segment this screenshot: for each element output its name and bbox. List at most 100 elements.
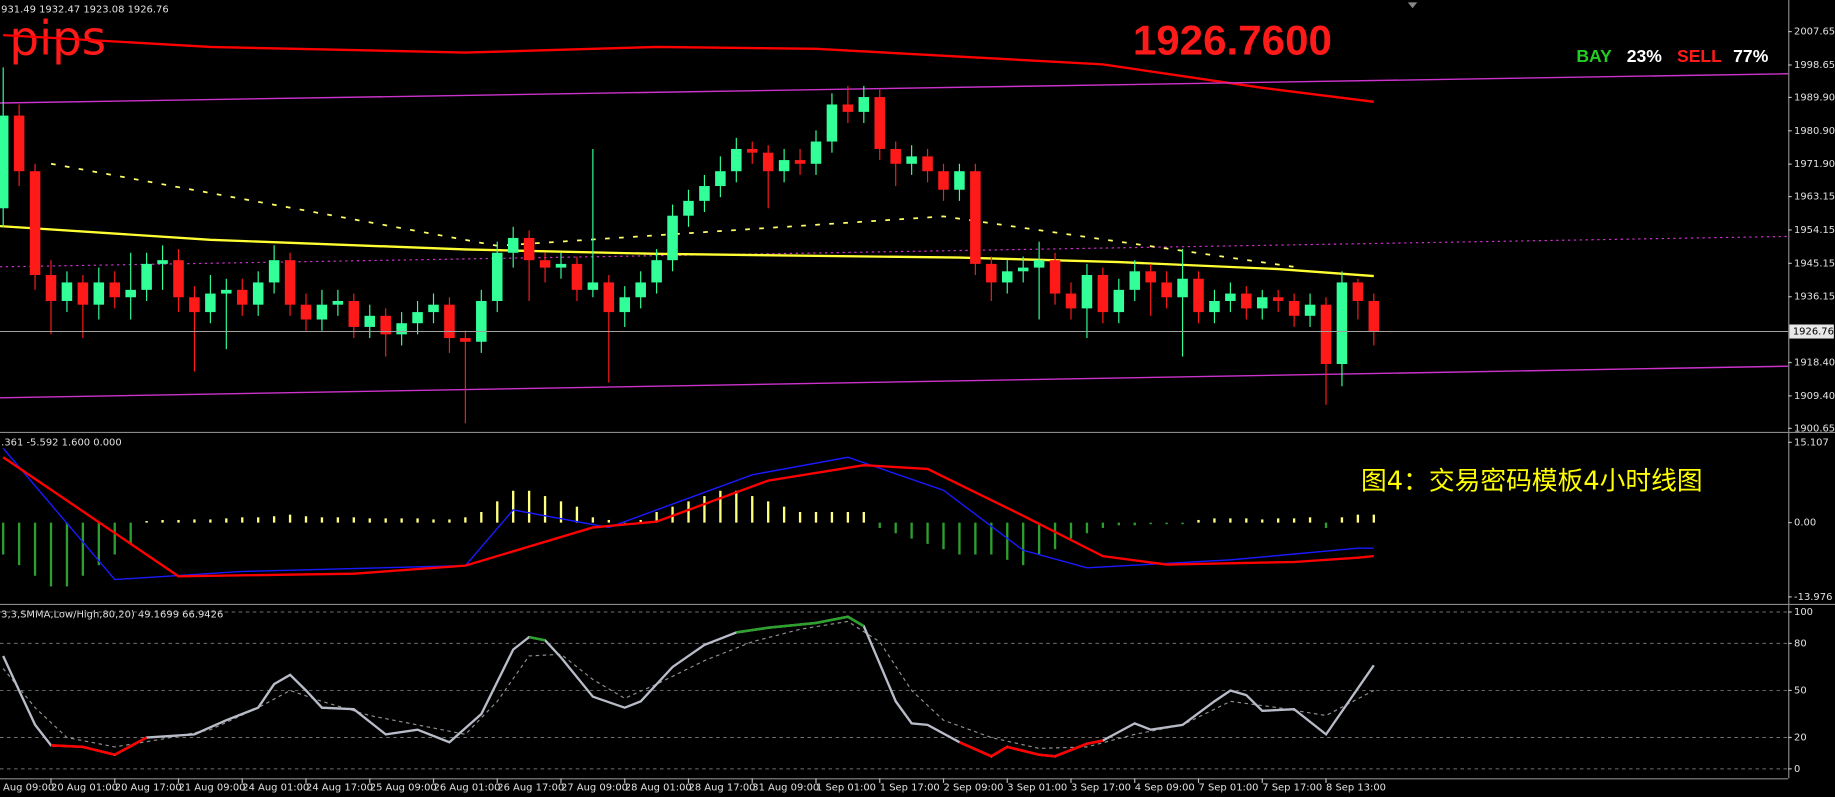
x-tick-label: 28 Aug 17:00 [689, 783, 756, 794]
indicator-line [0, 224, 1374, 278]
buy-value: 23% [1627, 46, 1663, 66]
x-tick-label: 1 Sep 01:00 [816, 783, 876, 794]
candle-body [173, 260, 184, 298]
main-header: 931.49 1932.47 1923.08 1926.76 [1, 4, 169, 15]
candle-body [1033, 260, 1045, 268]
zone-segment [528, 635, 546, 642]
y-tick-label: 1989.90 [1794, 92, 1835, 103]
candle-body [252, 282, 264, 305]
candle-body [842, 104, 854, 112]
candle-body [61, 282, 73, 301]
candle-body [1001, 271, 1013, 283]
candle-body [746, 148, 758, 153]
candle-body [412, 312, 423, 324]
x-tick-label: 25 Aug 09:00 [370, 783, 437, 794]
candle-body [1113, 289, 1125, 313]
candle-body [236, 289, 248, 305]
x-tick-label: 26 Aug 17:00 [497, 783, 564, 794]
candle-body [635, 282, 646, 298]
y-tick-label: -13.976 [1794, 592, 1832, 603]
zone-segment [815, 615, 849, 625]
candle-body [109, 282, 121, 298]
caption: 图4：交易密码模板4小时线图 [1361, 467, 1703, 497]
candle-body [460, 338, 471, 342]
candle-body [77, 282, 89, 305]
last-price-label: 1926.76 [1793, 327, 1834, 338]
candle-body [699, 186, 710, 201]
candle-body [444, 304, 455, 339]
candle-body [890, 148, 901, 164]
x-tick-label: 19 Aug 09:00 [0, 783, 54, 794]
y-tick-label: 50 [1794, 685, 1807, 696]
x-tick-label: 7 Sep 01:00 [1199, 783, 1259, 794]
candle-body [491, 252, 503, 301]
zone-segment [1006, 745, 1040, 756]
candle-body [986, 263, 997, 283]
y-tick-label: 1980.90 [1794, 126, 1835, 137]
indicator-line [3, 33, 1374, 103]
y-tick-label: 2007.65 [1794, 27, 1835, 38]
candle-body [1241, 293, 1252, 309]
y-tick-label: 20 [1794, 732, 1807, 743]
zone-segment [958, 741, 992, 758]
candle-body [858, 97, 870, 112]
candle-body [300, 304, 312, 320]
x-tick-label: 8 Sep 13:00 [1326, 783, 1386, 794]
candle-body [523, 237, 535, 261]
candle-body [332, 300, 344, 305]
x-tick-label: 20 Aug 01:00 [51, 783, 118, 794]
y-tick-label: 1998.65 [1794, 60, 1835, 71]
stoch-header: 3,3,SMMA,Low/High,80,20) 49.1699 66.9426 [1, 609, 223, 620]
x-tick-label: 20 Aug 17:00 [115, 783, 182, 794]
candle-body [1081, 275, 1093, 309]
candle-body [731, 148, 742, 172]
candle-body [619, 297, 631, 313]
candle-body [396, 323, 407, 335]
y-tick-label: 1909.40 [1794, 391, 1835, 402]
x-tick-label: 4 Sep 09:00 [1135, 783, 1195, 794]
y-tick-label: 1900.65 [1794, 423, 1835, 434]
candle-body [316, 304, 328, 320]
candle-body [1304, 304, 1316, 316]
candle-body [1256, 297, 1268, 309]
x-tick-label: 1 Sep 17:00 [880, 783, 940, 794]
zone-segment [114, 736, 148, 756]
x-tick-label: 24 Aug 17:00 [306, 783, 373, 794]
candle-body [1368, 300, 1380, 332]
candle-body [0, 115, 9, 209]
candle-body [810, 141, 822, 164]
candle-body [794, 160, 806, 164]
candle-body [922, 156, 933, 172]
candle-body [1336, 282, 1348, 365]
candle-body [762, 152, 774, 172]
y-tick-label: 1918.40 [1794, 358, 1835, 369]
candle-body [221, 289, 232, 294]
macd-header: .361 -5.592 1.600 0.000 [1, 437, 122, 448]
candle-body [13, 115, 25, 172]
y-tick-label: 1945.15 [1794, 258, 1835, 269]
candle-body [715, 171, 726, 187]
candle-body [428, 304, 439, 313]
candle-body [603, 282, 615, 313]
candle-body [826, 104, 838, 142]
candle-body [1225, 293, 1236, 301]
candle-body [1288, 300, 1300, 316]
x-tick-label: 27 Aug 09:00 [561, 783, 628, 794]
sell-label: SELL [1677, 46, 1722, 66]
y-tick-label: 1936.15 [1794, 292, 1835, 303]
candle-body [1193, 278, 1204, 313]
candle-body [125, 289, 136, 298]
indicator-line [0, 73, 1789, 104]
zone-segment [1086, 739, 1104, 746]
candle-body [364, 315, 376, 327]
candle-body [1352, 282, 1364, 301]
x-tick-label: 28 Aug 01:00 [625, 783, 692, 794]
candle-body [970, 171, 981, 264]
candle-body [205, 293, 216, 313]
candle-body [1097, 275, 1109, 313]
x-tick-label: 26 Aug 01:00 [434, 783, 501, 794]
candle-body [1049, 260, 1061, 294]
sell-value: 77% [1733, 46, 1769, 66]
